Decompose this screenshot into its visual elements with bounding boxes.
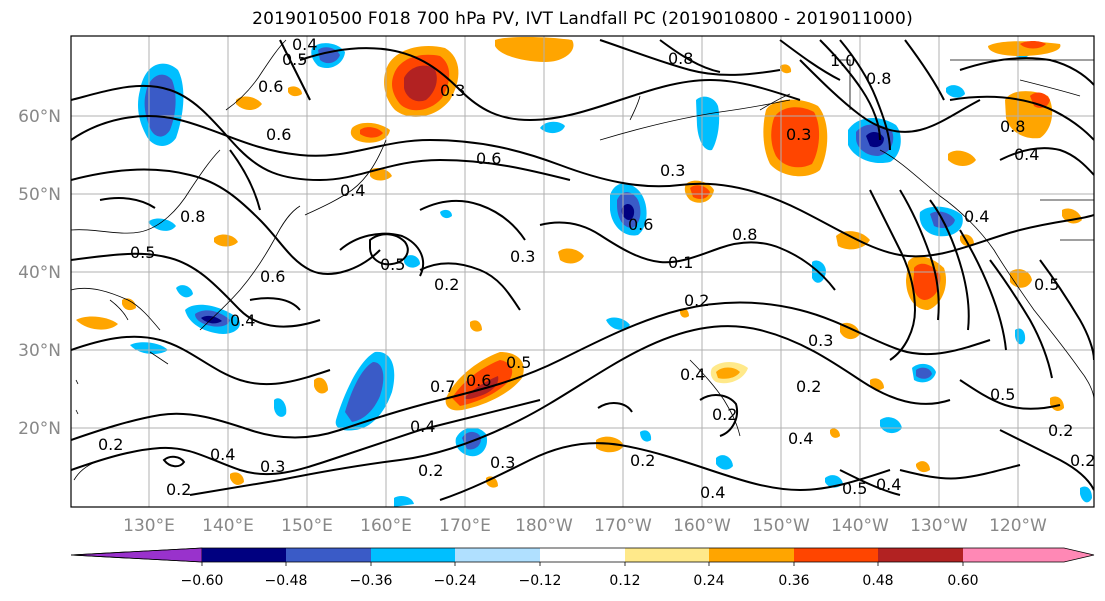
lat-label: 30°N <box>18 341 61 361</box>
colorbar-segment <box>794 548 878 562</box>
contour-label: 0.5 <box>990 385 1015 404</box>
colorbar-tick-label: 0.60 <box>947 573 978 589</box>
lon-label: 160°W <box>673 516 731 536</box>
contour-label: 0.5 <box>380 255 405 274</box>
lon-label: 170°E <box>439 516 491 536</box>
contour-label: 0.8 <box>866 69 891 88</box>
colorbar-extend-max <box>963 548 1094 562</box>
colorbar-segment <box>371 548 455 562</box>
lon-label: 180°W <box>515 516 573 536</box>
contour-label: 0.4 <box>292 35 317 54</box>
colorbar-segment <box>878 548 963 562</box>
colorbar-segment <box>540 548 625 562</box>
lon-label: 130°W <box>910 516 968 536</box>
contour-label: 0.2 <box>630 451 655 470</box>
contour-label: 0.6 <box>628 215 653 234</box>
contour-label: 0.4 <box>1014 145 1039 164</box>
colorbar-tick-label: −0.60 <box>181 573 224 589</box>
colorbar-extend-min <box>70 547 203 563</box>
contour-label: 0.5 <box>130 243 155 262</box>
colorbar-segment <box>625 548 709 562</box>
lat-label: 60°N <box>18 107 61 127</box>
contour-label: 0.3 <box>490 453 515 472</box>
contour-label: 0.2 <box>166 480 191 499</box>
contour-label: 0.6 <box>476 149 501 168</box>
lat-label: 20°N <box>18 419 61 439</box>
contour-label: 0.8 <box>732 225 757 244</box>
contour-lines <box>71 39 1094 501</box>
contour-label: 0.2 <box>434 275 459 294</box>
lon-label: 160°E <box>360 516 412 536</box>
contour-label: 0.2 <box>1048 421 1073 440</box>
contour-label: 0.4 <box>210 445 235 464</box>
lon-label: 150°W <box>752 516 810 536</box>
contour-label: 0.6 <box>466 371 491 390</box>
contour-label: 0.3 <box>808 331 833 350</box>
contour-label: 0.5 <box>842 479 867 498</box>
contour-label: 0.4 <box>876 475 901 494</box>
colorbar-tick-label: −0.24 <box>434 573 477 589</box>
contour-label: 0.5 <box>282 50 307 69</box>
colorbar-tick-labels: −0.60 −0.48 −0.36 −0.24 −0.12 0.12 0.24 … <box>181 573 979 589</box>
contour-label: 0.4 <box>230 311 255 330</box>
colorbar-tick-label: 0.24 <box>693 573 724 589</box>
contour-label: 0.4 <box>788 429 813 448</box>
colorbar-tick-label: 0.12 <box>609 573 640 589</box>
contour-label: 0.6 <box>266 125 291 144</box>
contour-label: 0.3 <box>660 161 685 180</box>
contour-label: 0.6 <box>260 267 285 286</box>
contour-label: 0.3 <box>786 125 811 144</box>
lon-label: 130°E <box>123 516 175 536</box>
colorbar <box>70 547 1095 566</box>
contour-label: 1.0 <box>830 51 855 70</box>
colorbar-segment <box>202 548 286 562</box>
colorbar-tick-label: 0.36 <box>778 573 809 589</box>
contour-label: 0.3 <box>510 247 535 266</box>
contour-label: 0.8 <box>180 207 205 226</box>
contour-label: 0.4 <box>340 181 365 200</box>
colorbar-segment <box>286 548 371 562</box>
contour-label: 0.6 <box>258 77 283 96</box>
contour-label: 0.4 <box>700 483 725 502</box>
contour-label: 0.2 <box>712 405 737 424</box>
contour-label: 0.2 <box>98 435 123 454</box>
lon-label: 150°E <box>281 516 333 536</box>
longitude-labels: 130°E 140°E 150°E 160°E 170°E 180°W 170°… <box>123 516 1047 536</box>
lon-label: 120°W <box>989 516 1047 536</box>
colorbar-tick-label: −0.48 <box>265 573 308 589</box>
contour-label: 0.7 <box>430 377 455 396</box>
lon-label: 170°W <box>594 516 652 536</box>
contour-label: 0.8 <box>1000 117 1025 136</box>
contour-label: 0.2 <box>796 377 821 396</box>
contour-label: 0.2 <box>684 291 709 310</box>
contour-label: 0.1 <box>668 253 693 272</box>
lat-label: 40°N <box>18 263 61 283</box>
colorbar-tick-label: −0.12 <box>519 573 562 589</box>
plot-frame <box>70 35 1095 508</box>
colorbar-tick-label: −0.36 <box>350 573 393 589</box>
contour-label: 0.4 <box>964 207 989 226</box>
lon-label: 140°E <box>202 516 254 536</box>
contour-label: 0.5 <box>1034 275 1059 294</box>
latitude-labels: 60°N 50°N 40°N 30°N 20°N <box>18 107 61 439</box>
colorbar-tick-label: 0.48 <box>862 573 893 589</box>
lat-label: 50°N <box>18 185 61 205</box>
contour-label: 0.4 <box>410 417 435 436</box>
contour-label: 0.5 <box>506 353 531 372</box>
coastlines <box>71 39 1094 481</box>
contour-labels: 0.4 0.5 0.6 0.3 0.6 0.6 0.8 0.5 0.4 0.6 … <box>98 35 1095 502</box>
colorbar-segment <box>709 548 794 562</box>
contour-label: 0.2 <box>1070 451 1095 470</box>
contour-label: 0.4 <box>680 365 705 384</box>
lon-label: 140°W <box>831 516 889 536</box>
contour-label: 0.2 <box>418 461 443 480</box>
contour-label: 0.3 <box>260 457 285 476</box>
contour-label: 0.8 <box>668 49 693 68</box>
figure-title: 2019010500 F018 700 hPa PV, IVT Landfall… <box>252 9 913 29</box>
colorbar-segment <box>455 548 540 562</box>
plot-area: 0.4 0.5 0.6 0.3 0.6 0.6 0.8 0.5 0.4 0.6 … <box>71 35 1095 507</box>
contour-label: 0.3 <box>440 81 465 100</box>
